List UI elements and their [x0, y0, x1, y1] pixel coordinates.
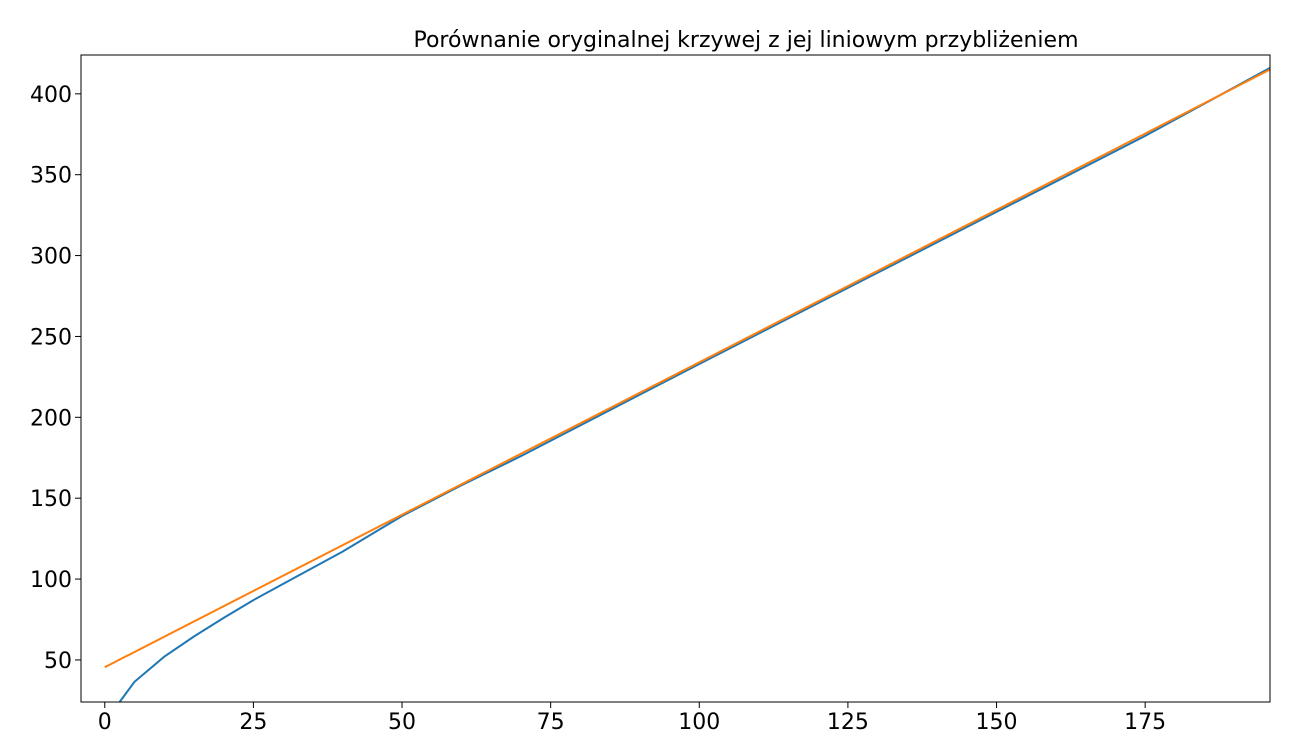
x-axis: 0 25 50 75 100 125 150 175 — [98, 702, 1166, 735]
y-tick-label: 100 — [30, 568, 72, 593]
chart-title: Porównanie oryginalnej krzywej z jej lin… — [413, 28, 1078, 53]
series-line-1 — [118, 67, 1270, 702]
y-tick-label: 350 — [30, 164, 72, 189]
y-tick-label: 150 — [30, 487, 72, 512]
y-tick-label: 50 — [44, 649, 72, 674]
plot-area — [104, 67, 1270, 702]
y-tick-label: 300 — [30, 245, 72, 270]
y-axis: 50 100 150 200 250 300 350 400 — [30, 83, 81, 674]
x-tick-label: 50 — [388, 710, 416, 735]
series-line-2 — [104, 68, 1270, 669]
y-tick-label: 250 — [30, 325, 72, 350]
plot-frame — [80, 54, 1271, 703]
x-tick-label: 0 — [98, 710, 112, 735]
x-tick-label: 25 — [239, 710, 267, 735]
x-tick-label: 125 — [827, 710, 869, 735]
x-tick-label: 75 — [537, 710, 565, 735]
y-tick-label: 400 — [30, 83, 72, 108]
y-tick-label: 200 — [30, 406, 72, 431]
x-tick-label: 175 — [1124, 710, 1166, 735]
x-tick-label: 100 — [678, 710, 720, 735]
x-tick-label: 150 — [976, 710, 1018, 735]
